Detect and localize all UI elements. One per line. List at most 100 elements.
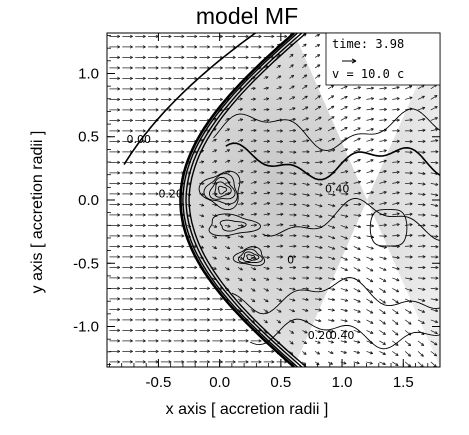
x-axis-label: x axis [ accretion radii ] — [166, 401, 329, 418]
velocity-arrow-icon — [302, 203, 310, 207]
velocity-arrow-icon — [173, 66, 185, 70]
velocity-arrow-icon — [122, 192, 133, 196]
velocity-arrow-icon — [173, 307, 185, 312]
velocity-arrow-icon — [404, 340, 412, 347]
y-tick-label: 1.0 — [78, 65, 99, 82]
velocity-arrow-icon — [276, 244, 284, 248]
velocity-arrow-icon — [122, 76, 133, 81]
velocity-arrow-icon — [109, 349, 121, 354]
velocity-arrow-icon — [379, 86, 387, 90]
velocity-arrow-icon — [109, 244, 121, 249]
velocity-arrow-icon — [186, 360, 198, 364]
velocity-arrow-icon — [302, 287, 309, 291]
velocity-arrow-icon — [430, 340, 438, 346]
velocity-arrow-icon — [237, 277, 243, 281]
interior-contour — [225, 142, 440, 181]
velocity-arrow-icon — [315, 319, 322, 323]
velocity-arrow-icon — [366, 361, 373, 365]
velocity-arrow-icon — [340, 126, 348, 132]
velocity-arrow-icon — [199, 235, 205, 239]
velocity-arrow-icon — [430, 330, 438, 335]
contour-label: 0.20 — [308, 329, 333, 342]
core-contour — [246, 254, 255, 260]
core-contour — [237, 248, 263, 264]
velocity-arrow-icon — [315, 160, 323, 164]
velocity-arrow-icon — [238, 55, 249, 60]
velocity-arrow-icon — [392, 160, 400, 164]
velocity-arrow-icon — [186, 45, 198, 49]
velocity-arrow-icon — [392, 351, 399, 356]
velocity-arrow-icon — [135, 265, 146, 270]
velocity-arrow-icon — [263, 139, 270, 143]
velocity-arrow-icon — [148, 150, 159, 154]
velocity-arrow-icon — [109, 66, 121, 70]
core-contour — [219, 219, 247, 232]
velocity-arrow-icon — [148, 87, 159, 91]
velocity-arrow-icon — [404, 351, 412, 357]
velocity-arrow-icon — [327, 137, 335, 142]
velocity-arrow-icon — [199, 307, 210, 312]
velocity-arrow-icon — [276, 181, 284, 185]
velocity-arrow-icon — [430, 182, 439, 186]
contour-label: 0.20 — [158, 188, 183, 201]
velocity-arrow-icon — [160, 87, 172, 91]
velocity-arrow-icon — [392, 129, 400, 133]
velocity-arrow-icon — [302, 128, 310, 132]
velocity-arrow-icon — [186, 87, 198, 91]
velocity-arrow-icon — [263, 202, 271, 206]
interior-contour — [213, 108, 440, 152]
velocity-arrow-icon — [417, 161, 426, 165]
velocity-arrow-icon — [212, 45, 223, 49]
velocity-arrow-icon — [276, 255, 284, 259]
velocity-arrow-icon — [135, 76, 146, 81]
velocity-arrow-icon — [353, 225, 362, 229]
velocity-arrow-icon — [379, 97, 387, 101]
velocity-arrow-icon — [173, 234, 185, 238]
velocity-arrow-icon — [276, 129, 283, 133]
velocity-arrow-icon — [353, 298, 361, 303]
velocity-arrow-icon — [238, 328, 249, 333]
velocity-arrow-icon — [160, 171, 172, 175]
velocity-arrow-icon — [379, 340, 386, 345]
velocity-arrow-icon — [392, 107, 400, 112]
velocity-arrow-icon — [353, 319, 361, 323]
velocity-arrow-icon — [263, 255, 270, 260]
velocity-arrow-icon — [340, 148, 348, 153]
velocity-arrow-icon — [379, 288, 386, 293]
velocity-arrow-icon — [122, 160, 133, 165]
velocity-arrow-icon — [276, 75, 282, 79]
velocity-arrow-icon — [237, 224, 244, 228]
velocity-arrow-icon — [160, 318, 172, 322]
velocity-arrow-icon — [122, 255, 133, 259]
velocity-arrow-icon — [186, 276, 198, 280]
velocity-arrow-icon — [289, 330, 295, 334]
legend-background — [325, 32, 441, 86]
velocity-arrow-icon — [340, 329, 348, 333]
velocity-arrow-icon — [199, 108, 210, 112]
velocity-arrow-icon — [430, 106, 438, 111]
velocity-arrow-icon — [353, 180, 362, 184]
velocity-arrow-icon — [173, 108, 185, 112]
velocity-arrow-icon — [250, 339, 262, 343]
velocity-arrow-icon — [186, 328, 198, 333]
velocity-arrow-icon — [289, 182, 297, 186]
velocity-arrow-icon — [250, 202, 257, 206]
velocity-arrow-icon — [340, 95, 348, 100]
velocity-arrow-icon — [405, 191, 413, 196]
velocity-arrow-icon — [160, 181, 172, 186]
contour-label: 0.40 — [325, 182, 350, 195]
velocity-arrow-icon — [212, 266, 217, 270]
velocity-arrow-icon — [327, 126, 335, 132]
y-axis-label: y axis [ accretion radii ] — [29, 131, 46, 294]
velocity-arrow-icon — [353, 235, 361, 240]
velocity-arrow-icon — [109, 108, 121, 112]
velocity-arrow-icon — [366, 159, 374, 163]
velocity-arrow-icon — [417, 340, 425, 346]
velocity-arrow-icon — [417, 234, 426, 238]
velocity-arrow-icon — [263, 160, 271, 164]
velocity-arrow-icon — [250, 360, 262, 364]
velocity-arrow-icon — [417, 244, 426, 248]
velocity-arrow-icon — [263, 108, 270, 112]
velocity-arrow-icon — [224, 128, 230, 132]
